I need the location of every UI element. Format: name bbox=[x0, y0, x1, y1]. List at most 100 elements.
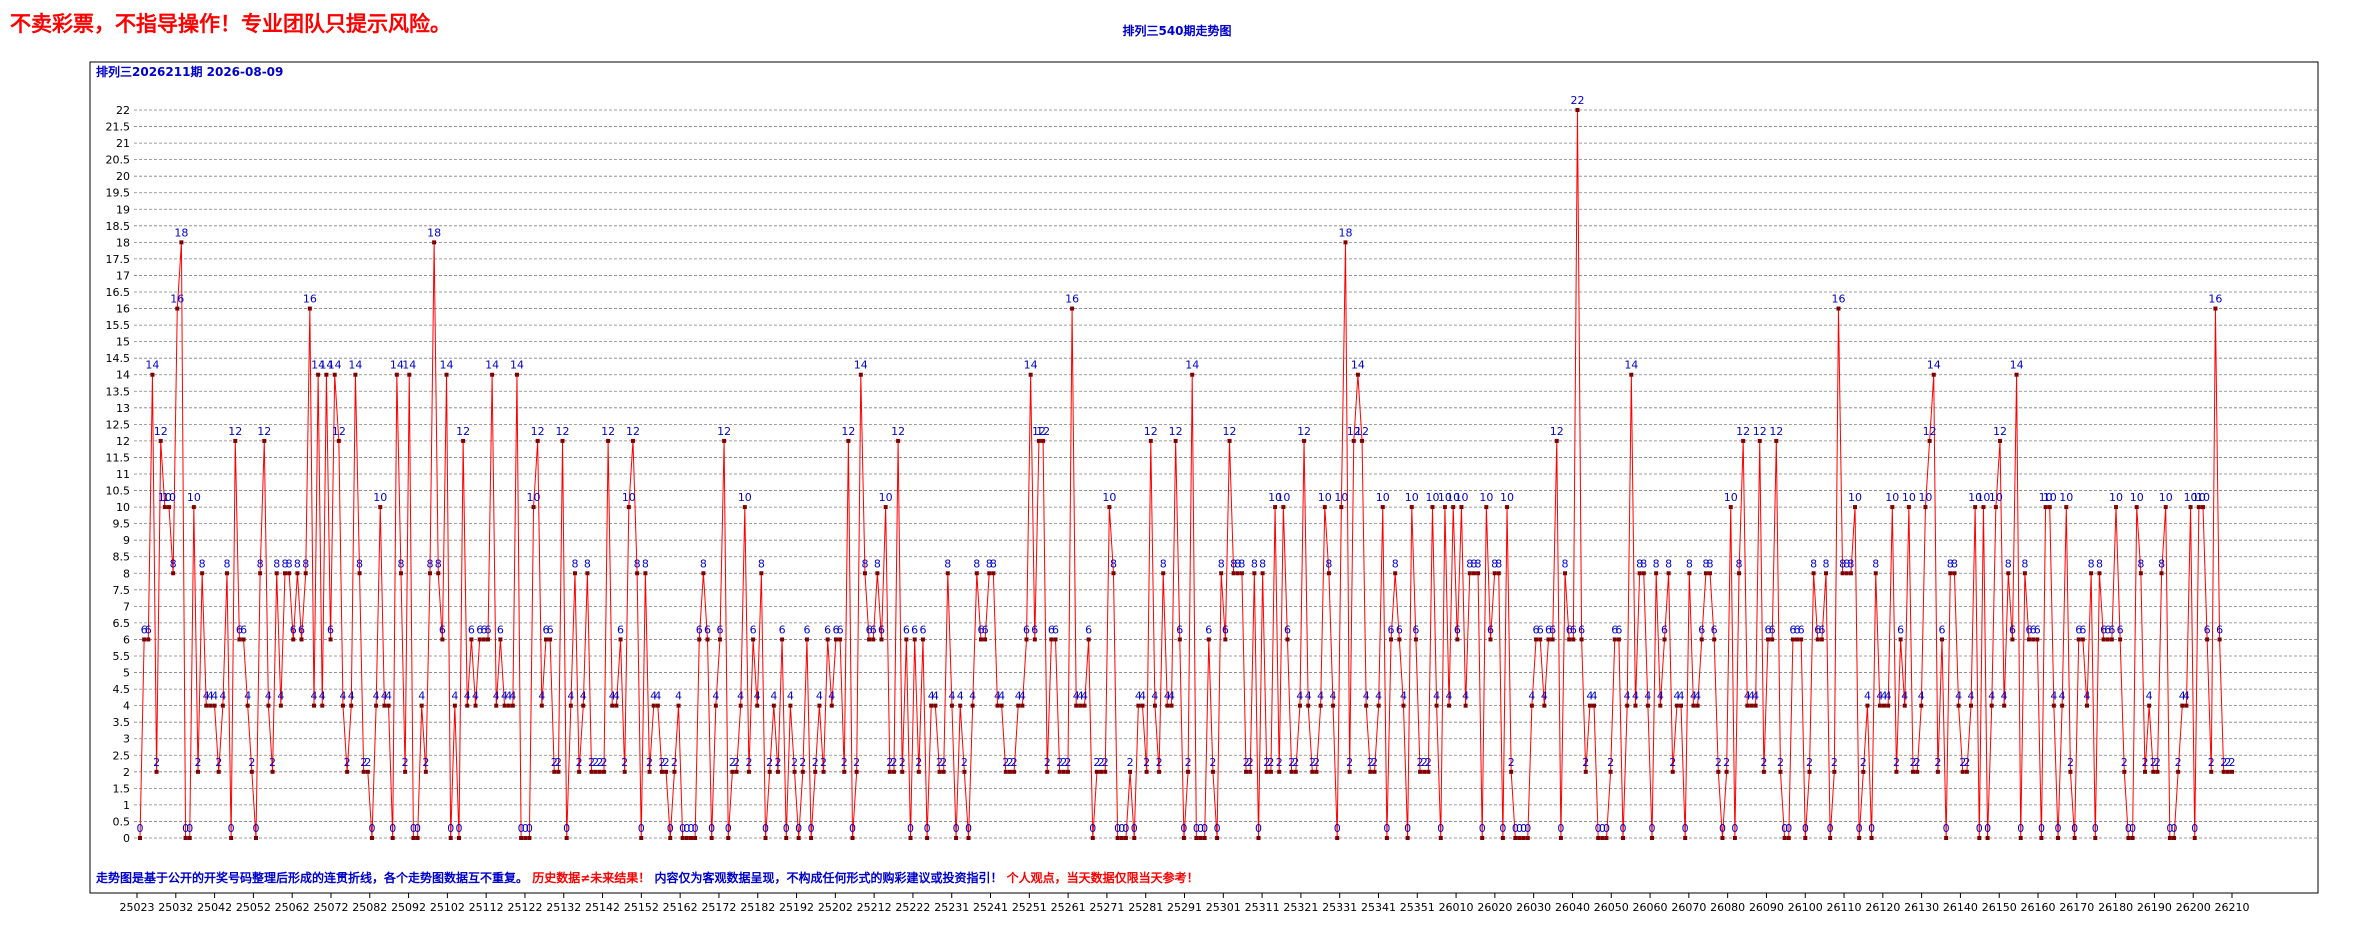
data-point bbox=[2068, 769, 2073, 774]
data-point bbox=[1708, 571, 1713, 576]
data-point bbox=[614, 703, 619, 708]
data-label: 4 bbox=[1748, 690, 1755, 703]
data-point bbox=[419, 703, 424, 708]
data-label: 14 bbox=[440, 359, 454, 372]
data-point bbox=[1020, 703, 1025, 708]
data-label: 4 bbox=[1528, 690, 1535, 703]
data-point bbox=[1012, 769, 1017, 774]
data-point bbox=[912, 637, 917, 642]
data-label: 2 bbox=[1102, 756, 1109, 769]
data-label: 8 bbox=[356, 557, 363, 570]
data-point bbox=[1434, 703, 1439, 708]
y-tick-label: 12 bbox=[116, 435, 130, 448]
data-point bbox=[1824, 571, 1829, 576]
data-label: 4 bbox=[1317, 690, 1324, 703]
data-label: 4 bbox=[828, 690, 835, 703]
data-label: 8 bbox=[435, 557, 442, 570]
data-label: 2 bbox=[269, 756, 276, 769]
data-label: 8 bbox=[700, 557, 707, 570]
data-point bbox=[1297, 703, 1302, 708]
data-point bbox=[481, 637, 486, 642]
data-label: 6 bbox=[497, 623, 504, 636]
data-label: 10 bbox=[2059, 491, 2073, 504]
data-label: 4 bbox=[1375, 690, 1382, 703]
data-label: 6 bbox=[1939, 623, 1946, 636]
data-point bbox=[539, 703, 544, 708]
data-label: 12 bbox=[1769, 425, 1783, 438]
data-label: 6 bbox=[903, 623, 910, 636]
data-label: 10 bbox=[1276, 491, 1290, 504]
data-label: 4 bbox=[219, 690, 226, 703]
data-label: 8 bbox=[861, 557, 868, 570]
data-label: 16 bbox=[303, 293, 317, 306]
data-point bbox=[1563, 571, 1568, 576]
data-label: 4 bbox=[538, 690, 545, 703]
data-point bbox=[962, 769, 967, 774]
data-point bbox=[1331, 703, 1336, 708]
y-tick-label: 17 bbox=[116, 269, 130, 282]
x-tick-label: 25341 bbox=[1361, 901, 1396, 914]
data-point bbox=[572, 571, 577, 576]
data-point bbox=[1484, 505, 1489, 510]
data-point bbox=[2060, 703, 2065, 708]
data-label: 2 bbox=[1098, 756, 1105, 769]
y-axis-ticks: 00.511.522.533.544.555.566.577.588.599.5… bbox=[106, 104, 131, 845]
data-label: 4 bbox=[451, 690, 458, 703]
data-point bbox=[1906, 505, 1911, 510]
x-tick-label: 25162 bbox=[663, 901, 698, 914]
data-label: 10 bbox=[1968, 491, 1982, 504]
data-point bbox=[543, 637, 548, 642]
x-tick-label: 26010 bbox=[1439, 901, 1474, 914]
data-point bbox=[655, 703, 660, 708]
data-point bbox=[1024, 637, 1029, 642]
data-label: 6 bbox=[1765, 623, 1772, 636]
data-point bbox=[444, 372, 449, 377]
data-label: 4 bbox=[816, 690, 823, 703]
data-label: 6 bbox=[1698, 623, 1705, 636]
data-point bbox=[1583, 769, 1588, 774]
data-point bbox=[796, 836, 801, 840]
data-label: 4 bbox=[207, 690, 214, 703]
y-tick-label: 16 bbox=[116, 303, 130, 316]
data-label: 12 bbox=[531, 425, 545, 438]
data-label: 2 bbox=[588, 756, 595, 769]
data-point bbox=[282, 571, 287, 576]
data-point bbox=[1604, 836, 1609, 840]
data-label: 14 bbox=[1927, 359, 1941, 372]
data-label: 2 bbox=[1963, 756, 1970, 769]
data-point bbox=[175, 306, 180, 311]
data-point bbox=[676, 703, 681, 708]
data-label: 4 bbox=[319, 690, 326, 703]
data-point bbox=[473, 703, 478, 708]
data-label: 6 bbox=[236, 623, 243, 636]
data-label: 2 bbox=[940, 756, 947, 769]
data-point bbox=[1310, 769, 1315, 774]
data-point bbox=[1612, 637, 1617, 642]
data-label: 10 bbox=[1989, 491, 2003, 504]
x-tick-label: 26070 bbox=[1671, 901, 1706, 914]
data-point bbox=[249, 769, 254, 774]
data-label: 6 bbox=[1794, 623, 1801, 636]
data-point bbox=[867, 637, 872, 642]
x-tick-label: 25281 bbox=[1128, 901, 1163, 914]
data-label: 8 bbox=[1491, 557, 1498, 570]
data-label: 0 bbox=[2166, 822, 2173, 835]
data-label: 2 bbox=[1093, 756, 1100, 769]
x-tick-label: 26140 bbox=[1943, 901, 1978, 914]
data-point bbox=[1782, 836, 1787, 840]
data-label: 4 bbox=[244, 690, 251, 703]
data-label: 0 bbox=[1599, 822, 1606, 835]
data-point bbox=[1148, 438, 1153, 443]
data-label: 2 bbox=[555, 756, 562, 769]
data-point bbox=[2221, 769, 2226, 774]
data-label: 6 bbox=[1396, 623, 1403, 636]
data-point bbox=[1447, 703, 1452, 708]
data-label: 4 bbox=[1918, 690, 1925, 703]
y-tick-label: 10 bbox=[116, 501, 130, 514]
data-point bbox=[138, 836, 142, 840]
data-point bbox=[2151, 769, 2156, 774]
data-point bbox=[804, 637, 809, 642]
data-label: 6 bbox=[298, 623, 305, 636]
data-label: 4 bbox=[418, 690, 425, 703]
data-label: 4 bbox=[609, 690, 616, 703]
